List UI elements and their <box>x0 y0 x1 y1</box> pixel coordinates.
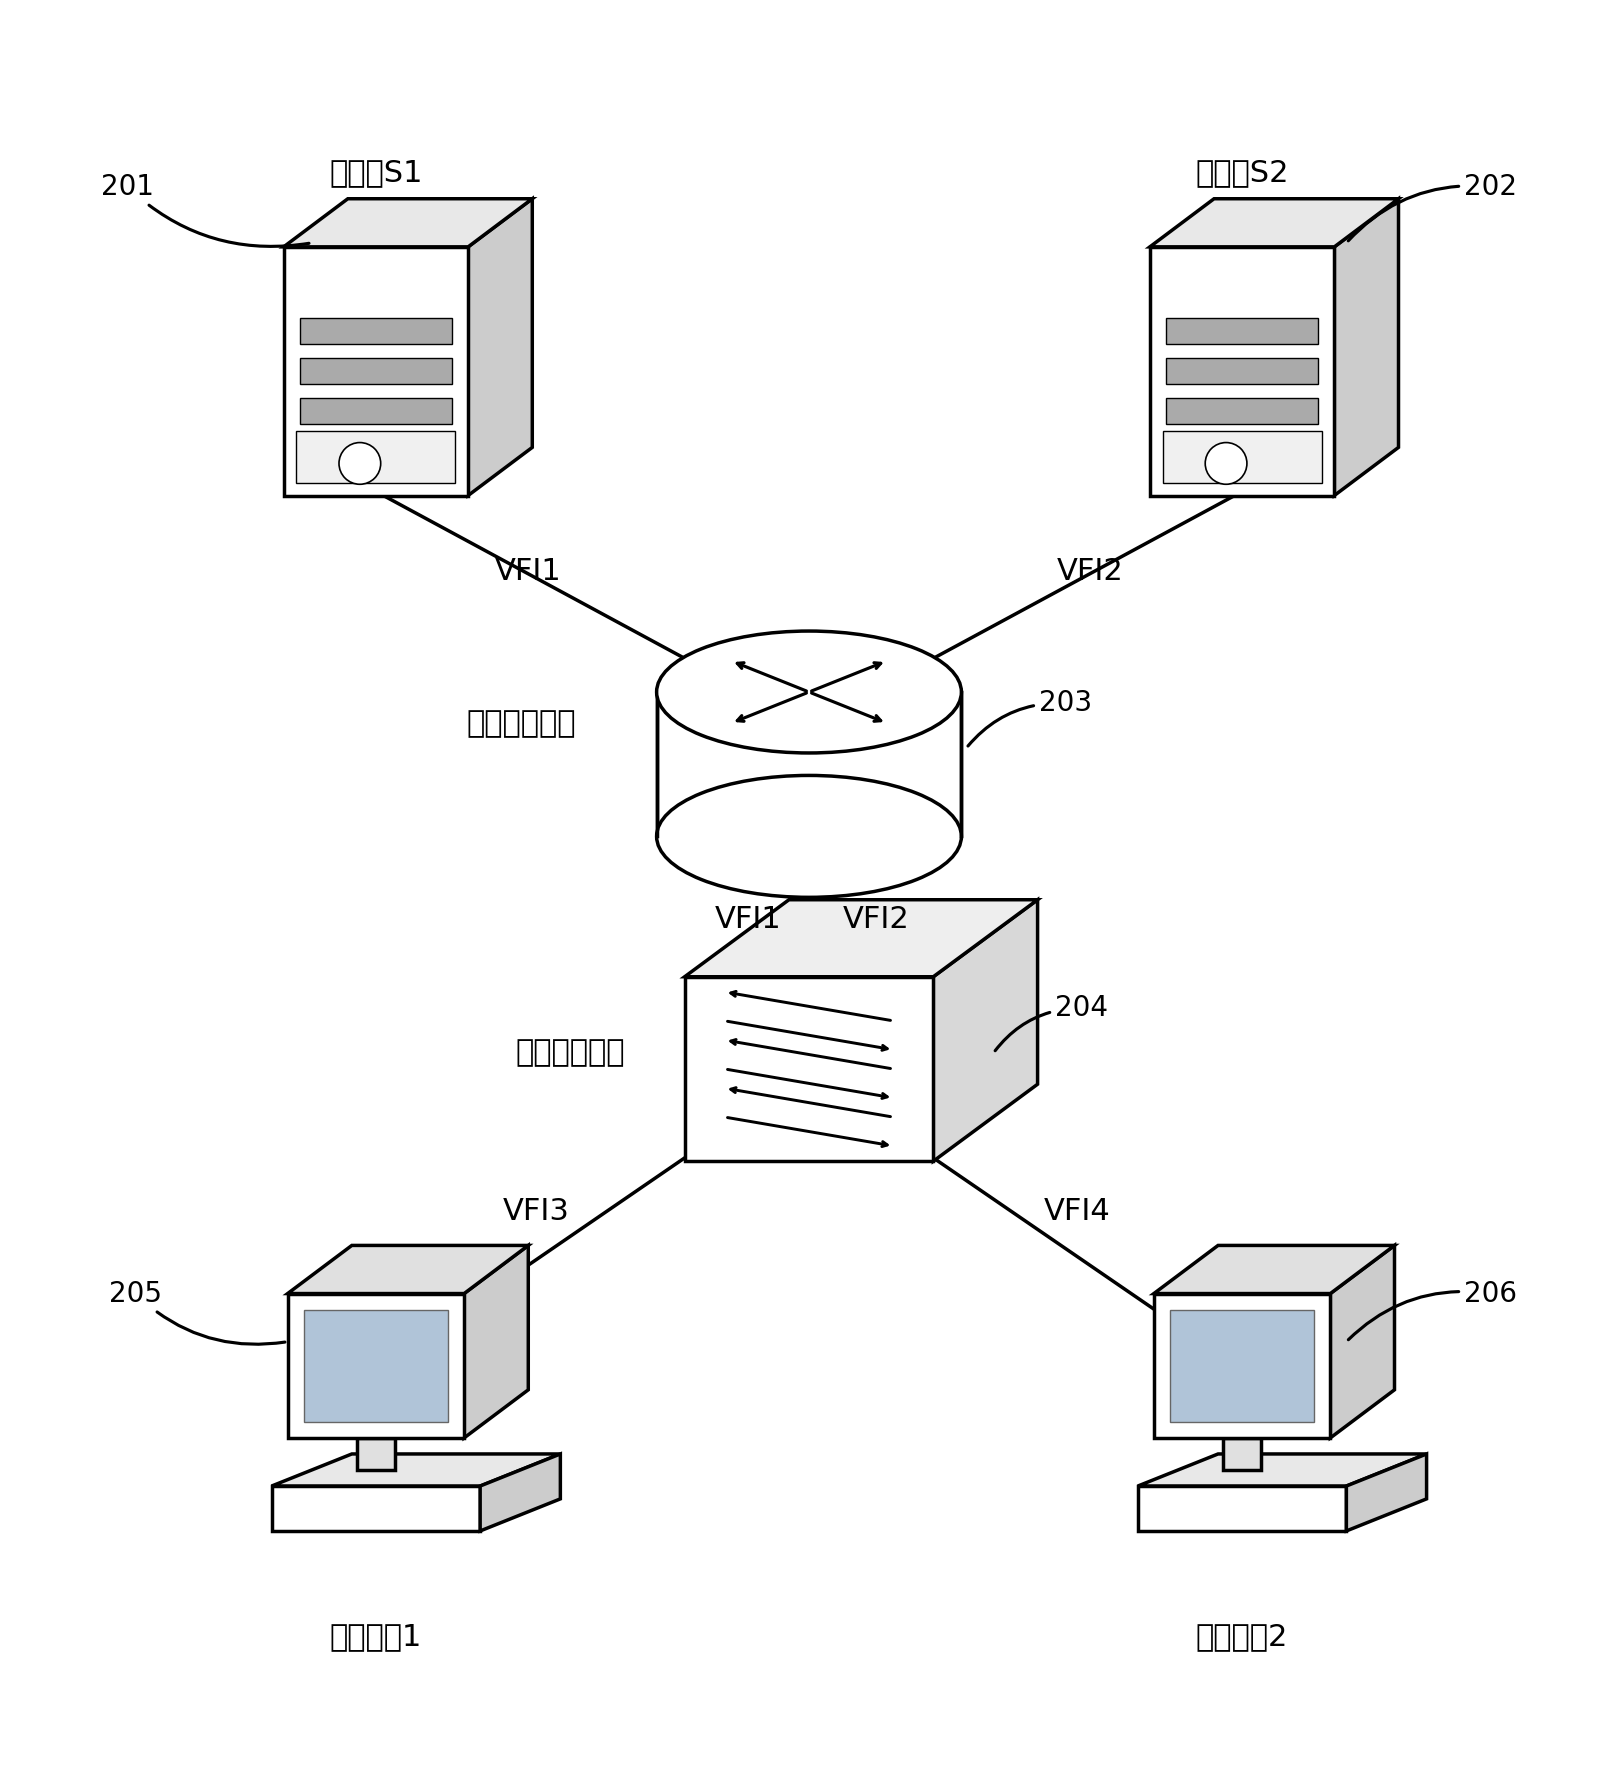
Polygon shape <box>1170 1309 1314 1422</box>
Polygon shape <box>657 692 961 837</box>
Text: VFI1: VFI1 <box>495 557 561 586</box>
Polygon shape <box>288 1293 464 1438</box>
Text: VFI3: VFI3 <box>503 1198 570 1226</box>
Polygon shape <box>1223 1438 1262 1470</box>
Text: 组播用户2: 组播用户2 <box>1196 1622 1288 1652</box>
Text: 组播源S1: 组播源S1 <box>328 157 422 188</box>
Text: 组播源S2: 组播源S2 <box>1196 157 1290 188</box>
Polygon shape <box>1163 432 1322 483</box>
Polygon shape <box>283 198 532 248</box>
Polygon shape <box>684 976 934 1160</box>
Polygon shape <box>299 359 451 384</box>
Text: 201: 201 <box>100 173 309 246</box>
Polygon shape <box>464 1245 529 1438</box>
Polygon shape <box>356 1438 395 1470</box>
Circle shape <box>1205 442 1247 485</box>
Polygon shape <box>1150 198 1398 248</box>
Polygon shape <box>1154 1293 1330 1438</box>
Text: 206: 206 <box>1348 1279 1518 1339</box>
Polygon shape <box>684 900 1037 976</box>
Text: 204: 204 <box>995 994 1108 1051</box>
Circle shape <box>340 442 380 485</box>
Text: VFI4: VFI4 <box>1044 1198 1110 1226</box>
Text: 202: 202 <box>1348 173 1518 241</box>
Ellipse shape <box>657 632 961 754</box>
Polygon shape <box>1335 198 1398 495</box>
Polygon shape <box>296 432 455 483</box>
Text: VFI2: VFI2 <box>1057 557 1123 586</box>
Polygon shape <box>1154 1245 1395 1293</box>
Polygon shape <box>1346 1454 1427 1530</box>
Polygon shape <box>468 198 532 495</box>
Polygon shape <box>299 398 451 425</box>
Ellipse shape <box>657 775 961 897</box>
Polygon shape <box>283 248 468 495</box>
Polygon shape <box>1137 1486 1346 1530</box>
Polygon shape <box>1330 1245 1395 1438</box>
Polygon shape <box>481 1454 560 1530</box>
Polygon shape <box>1167 318 1319 343</box>
Polygon shape <box>1167 359 1319 384</box>
Polygon shape <box>304 1309 448 1422</box>
Text: VFI2: VFI2 <box>843 906 909 934</box>
Polygon shape <box>288 1245 529 1293</box>
Polygon shape <box>1150 248 1335 495</box>
Text: 组播用户1: 组播用户1 <box>330 1622 422 1652</box>
Text: 二层网络设备: 二层网络设备 <box>515 1038 625 1067</box>
Polygon shape <box>299 318 451 343</box>
Polygon shape <box>1137 1454 1427 1486</box>
Text: VFI1: VFI1 <box>715 906 781 934</box>
Text: 205: 205 <box>108 1279 285 1344</box>
Text: 203: 203 <box>968 690 1092 747</box>
Polygon shape <box>1167 398 1319 425</box>
Polygon shape <box>272 1486 481 1530</box>
Text: 上游网络设备: 上游网络设备 <box>468 709 576 739</box>
Polygon shape <box>272 1454 560 1486</box>
Polygon shape <box>934 900 1037 1160</box>
